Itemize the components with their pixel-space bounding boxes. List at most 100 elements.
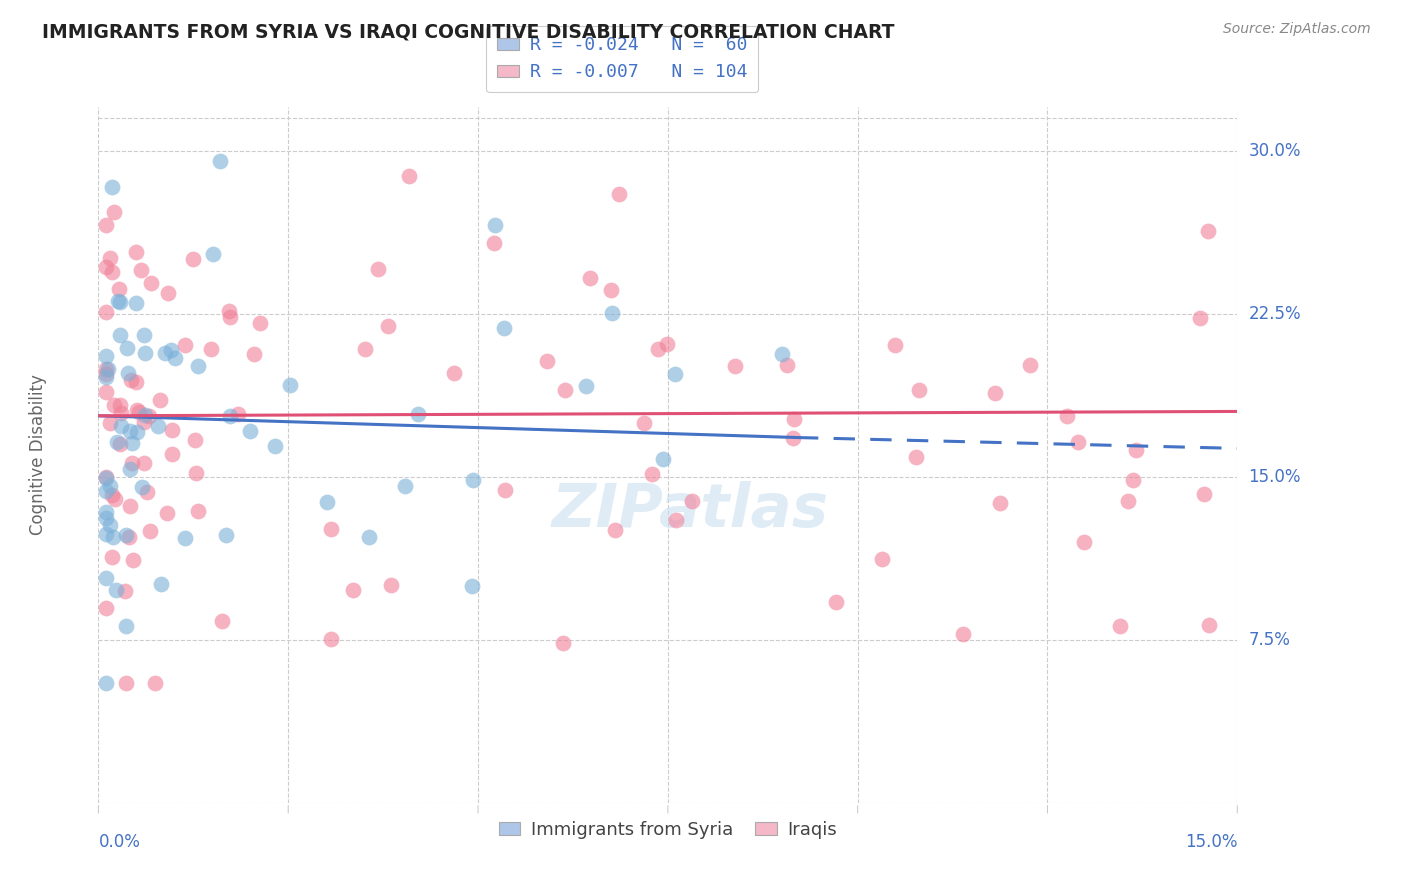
- Point: [484, 218, 506, 232]
- Point: [263, 439, 285, 453]
- Point: [215, 527, 238, 541]
- Point: [104, 583, 127, 598]
- Point: [1125, 443, 1147, 458]
- Point: [104, 491, 127, 506]
- Point: [783, 411, 806, 425]
- Point: [724, 359, 747, 374]
- Point: [1073, 535, 1095, 549]
- Point: [159, 343, 181, 357]
- Point: [605, 523, 627, 537]
- Point: [187, 359, 209, 373]
- Point: [1122, 474, 1144, 488]
- Point: [132, 415, 155, 429]
- Text: ZIPatlas: ZIPatlas: [553, 481, 830, 540]
- Point: [149, 392, 172, 407]
- Point: [146, 419, 169, 434]
- Point: [94, 367, 117, 381]
- Point: [319, 522, 342, 536]
- Point: [354, 342, 377, 356]
- Point: [120, 425, 142, 439]
- Legend: Immigrants from Syria, Iraqis: Immigrants from Syria, Iraqis: [491, 814, 845, 846]
- Point: [101, 265, 124, 279]
- Point: [160, 423, 183, 437]
- Point: [108, 282, 131, 296]
- Point: [647, 342, 669, 356]
- Point: [770, 347, 793, 361]
- Point: [443, 366, 465, 380]
- Point: [394, 478, 416, 492]
- Point: [139, 276, 162, 290]
- Point: [218, 303, 240, 318]
- Point: [342, 583, 364, 598]
- Point: [184, 433, 207, 447]
- Point: [105, 434, 128, 449]
- Point: [125, 375, 148, 389]
- Point: [1192, 487, 1215, 501]
- Point: [101, 488, 124, 502]
- Point: [1067, 435, 1090, 450]
- Point: [94, 369, 117, 384]
- Point: [461, 578, 484, 592]
- Point: [377, 319, 399, 334]
- Point: [97, 362, 120, 376]
- Point: [101, 530, 124, 544]
- Point: [1189, 311, 1212, 326]
- Point: [156, 285, 179, 300]
- Point: [143, 676, 166, 690]
- Point: [115, 676, 138, 690]
- Point: [665, 513, 688, 527]
- Point: [249, 316, 271, 330]
- Point: [101, 180, 124, 194]
- Point: [94, 349, 117, 363]
- Text: 15.0%: 15.0%: [1249, 467, 1301, 485]
- Point: [907, 383, 929, 397]
- Point: [681, 493, 703, 508]
- Point: [139, 524, 162, 538]
- Point: [652, 452, 675, 467]
- Point: [94, 484, 117, 499]
- Point: [127, 425, 149, 439]
- Point: [110, 406, 132, 420]
- Point: [226, 407, 249, 421]
- Point: [776, 359, 799, 373]
- Point: [1018, 358, 1040, 372]
- Point: [904, 450, 927, 464]
- Point: [134, 408, 156, 422]
- Text: 30.0%: 30.0%: [1249, 142, 1301, 160]
- Point: [380, 578, 402, 592]
- Point: [200, 343, 222, 357]
- Point: [461, 473, 484, 487]
- Point: [554, 383, 576, 397]
- Point: [121, 435, 143, 450]
- Point: [125, 296, 148, 310]
- Point: [115, 341, 138, 355]
- Point: [633, 416, 655, 430]
- Point: [94, 385, 117, 400]
- Point: [117, 366, 139, 380]
- Point: [239, 424, 262, 438]
- Point: [121, 456, 143, 470]
- Point: [114, 618, 136, 632]
- Point: [136, 485, 159, 500]
- Point: [153, 346, 176, 360]
- Text: 15.0%: 15.0%: [1185, 833, 1237, 851]
- Point: [406, 407, 429, 421]
- Point: [120, 373, 142, 387]
- Text: 22.5%: 22.5%: [1249, 304, 1301, 323]
- Point: [129, 263, 152, 277]
- Point: [884, 338, 907, 352]
- Point: [94, 571, 117, 585]
- Point: [125, 244, 148, 259]
- Point: [1056, 409, 1078, 423]
- Point: [94, 600, 117, 615]
- Text: 0.0%: 0.0%: [98, 833, 141, 851]
- Point: [165, 351, 187, 365]
- Point: [181, 252, 204, 267]
- Point: [149, 577, 172, 591]
- Point: [110, 419, 132, 434]
- Point: [494, 483, 516, 497]
- Point: [108, 398, 131, 412]
- Point: [536, 353, 558, 368]
- Point: [103, 398, 125, 412]
- Point: [101, 550, 124, 565]
